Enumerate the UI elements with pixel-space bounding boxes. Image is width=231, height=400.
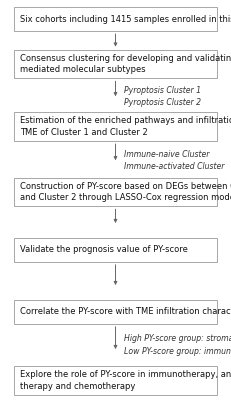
FancyBboxPatch shape <box>14 7 217 31</box>
FancyBboxPatch shape <box>14 112 217 141</box>
Text: Six cohorts including 1415 samples enrolled in this study: Six cohorts including 1415 samples enrol… <box>20 15 231 24</box>
Text: Immune-naive Cluster
Immune-activated Cluster: Immune-naive Cluster Immune-activated Cl… <box>124 150 224 171</box>
Text: Validate the prognosis value of PY-score: Validate the prognosis value of PY-score <box>20 246 188 254</box>
Text: Pyroptosis Cluster 1
Pyroptosis Cluster 2: Pyroptosis Cluster 1 Pyroptosis Cluster … <box>124 86 201 107</box>
Text: Estimation of the enriched pathways and infiltration cells in
TME of Cluster 1 a: Estimation of the enriched pathways and … <box>20 116 231 137</box>
Text: Consensus clustering for developing and validating PYGs-
mediated molecular subt: Consensus clustering for developing and … <box>20 54 231 74</box>
Text: Construction of PY-score based on DEGs between Cluster 1
and Cluster 2 through L: Construction of PY-score based on DEGs b… <box>20 182 231 202</box>
FancyBboxPatch shape <box>14 238 217 262</box>
FancyBboxPatch shape <box>14 50 217 78</box>
FancyBboxPatch shape <box>14 178 217 206</box>
Text: High PY-score group: stroma-activated
Low PY-score group: immune-activated: High PY-score group: stroma-activated Lo… <box>124 334 231 356</box>
Text: Explore the role of PY-score in immunotherapy, anti-VEGF
therapy and chemotherap: Explore the role of PY-score in immunoth… <box>20 370 231 391</box>
Text: Correlate the PY-score with TME infiltration characterization: Correlate the PY-score with TME infiltra… <box>20 308 231 316</box>
FancyBboxPatch shape <box>14 366 217 395</box>
FancyBboxPatch shape <box>14 300 217 324</box>
